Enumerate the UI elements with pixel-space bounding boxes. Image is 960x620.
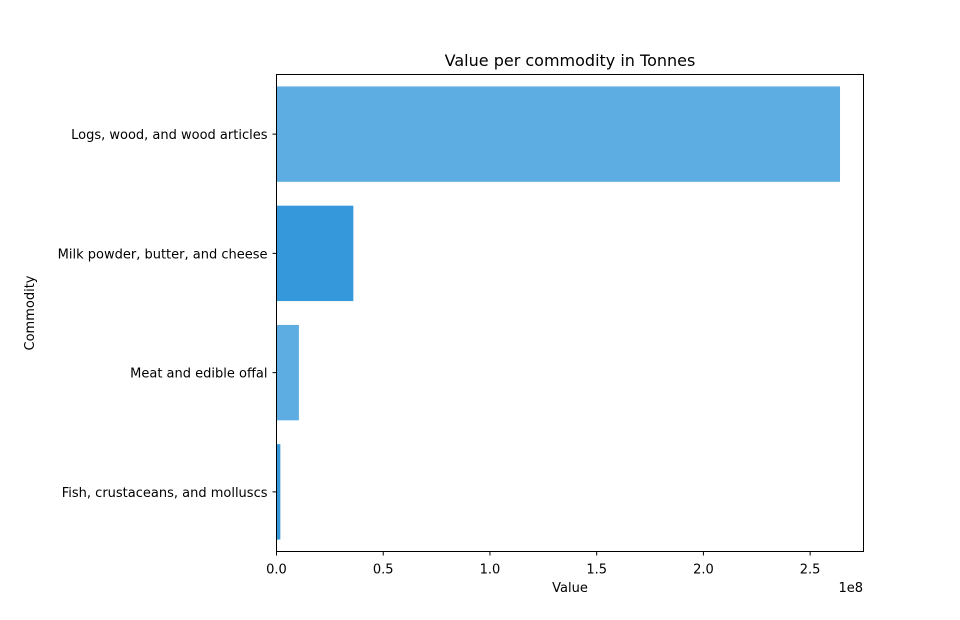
- y-tick-label: Logs, wood, and wood articles: [71, 128, 268, 143]
- y-tick-label: Meat and edible offal: [130, 367, 267, 382]
- x-tick-label: 2.5: [800, 563, 821, 578]
- x-tick-label: 0.5: [373, 563, 394, 578]
- bars-group: [276, 86, 841, 540]
- x-axis-ticks: 0.0 0.5 1.0 1.5 2.0 2.5: [266, 551, 821, 578]
- x-axis-label: Value: [552, 581, 588, 596]
- x-tick-label: 1.0: [480, 563, 501, 578]
- x-tick-label: 0.0: [266, 563, 287, 578]
- chart-title: Value per commodity in Tonnes: [445, 51, 696, 70]
- x-axis-scale-label: 1e8: [838, 581, 863, 596]
- bar: [276, 205, 354, 302]
- bar: [276, 444, 281, 540]
- y-axis-ticks: Logs, wood, and wood articles Milk powder…: [58, 128, 277, 501]
- bar: [276, 324, 299, 421]
- y-axis-label: Commodity: [23, 275, 38, 350]
- bar: [276, 86, 841, 182]
- y-tick-label: Fish, crustaceans, and molluscs: [62, 486, 268, 501]
- x-tick-label: 1.5: [586, 563, 607, 578]
- plot-frame: [276, 74, 864, 552]
- x-tick-label: 2.0: [693, 563, 714, 578]
- y-tick-label: Milk powder, butter, and cheese: [58, 247, 268, 262]
